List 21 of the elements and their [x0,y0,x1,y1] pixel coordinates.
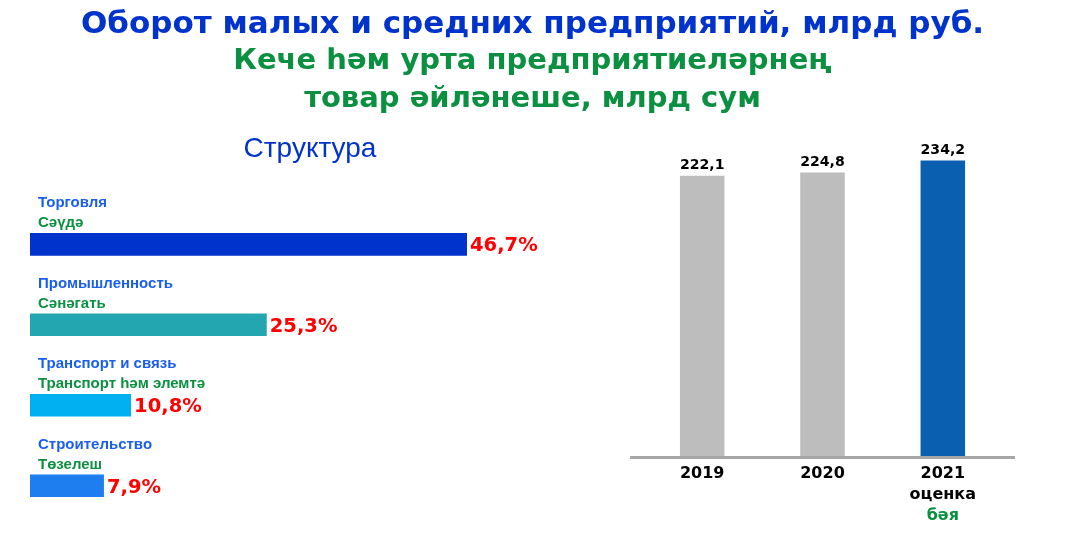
bar [30,313,267,337]
data-label: 234,2 [920,141,966,158]
data-label: 25,3% [269,313,338,337]
data-label: 10,8% [134,394,202,418]
bar [30,233,467,256]
chart-title: Структура [243,131,377,163]
category-label: Торговля Сәүдә [38,193,108,230]
x-tick-label: 2021 оценка бәя [909,463,977,524]
bar [30,394,132,417]
data-label: 7,9% [106,474,162,498]
bar [30,474,104,498]
data-label: 46,7% [470,233,538,257]
x-tick-label: 2020 [800,463,845,483]
chart-title: Оборот малых и средних предприятий, млрд руб. [79,4,986,40]
category-label: Строительство Төзелеш [38,435,153,472]
x-tick-label: 2019 [679,463,725,483]
data-label: 222,1 [679,156,725,173]
category-label: Транспорт и связь Транспорт һәм элемтә [38,354,206,391]
category-label: Промышленность Сәнәгать [38,274,173,311]
data-label: 224,8 [800,152,845,169]
chart-subtitle: Кече һәм урта предприятиеләрнең товар әйләнеше, млрд сум [232,41,833,116]
